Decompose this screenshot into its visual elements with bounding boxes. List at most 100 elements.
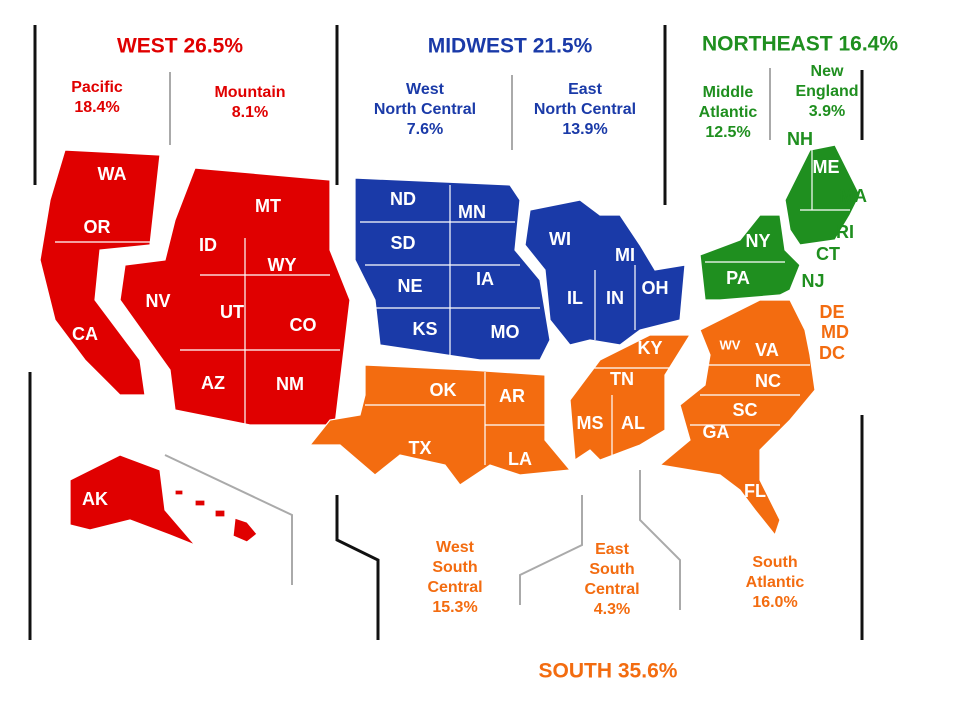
alaska-shape	[69, 454, 196, 546]
state-label: CT	[816, 244, 840, 264]
state-label: MA	[839, 186, 867, 206]
division-line: Atlantic	[746, 574, 805, 591]
state-label: NM	[276, 374, 304, 394]
state-label: DE	[819, 302, 844, 322]
state-label: UT	[220, 302, 244, 322]
region-title: WEST 26.5%	[117, 35, 243, 58]
state-label: SD	[390, 233, 415, 253]
division-line: Middle	[703, 84, 754, 101]
dividers	[28, 25, 864, 640]
state-label: TX	[408, 438, 431, 458]
east-south-central-shape	[569, 334, 692, 462]
division-line: Mountain	[214, 84, 285, 101]
state-label: DC	[819, 343, 845, 363]
division-label: East South Central 4.3%	[584, 541, 639, 618]
state-label: SC	[732, 400, 757, 420]
east-north-central-shape	[524, 199, 686, 346]
state-label: ME	[813, 157, 840, 177]
state-label: MN	[458, 202, 486, 222]
division-label: West North Central 7.6%	[374, 81, 476, 138]
state-label: HI	[206, 519, 224, 539]
division-line: England	[795, 83, 858, 100]
division-label: South Atlantic 16.0%	[746, 554, 805, 611]
state-label: NE	[397, 276, 422, 296]
state-label: MT	[255, 196, 281, 216]
state-label: MS	[577, 413, 604, 433]
division-line: 15.3%	[432, 599, 477, 616]
region-title: NORTHEAST 16.4%	[702, 33, 898, 56]
state-label: OR	[84, 217, 111, 237]
division-line: New	[811, 63, 844, 80]
division-line: West	[436, 539, 475, 556]
division-line: Central	[584, 581, 639, 598]
division-line: North Central	[534, 101, 636, 118]
division-line: South	[752, 554, 797, 571]
division-line: North Central	[374, 101, 476, 118]
division-line: 7.6%	[407, 121, 443, 138]
division-label: Middle Atlantic 12.5%	[699, 84, 758, 141]
hawaii-shape	[174, 489, 258, 543]
division-line: South	[432, 559, 477, 576]
division-line: 3.9%	[809, 103, 845, 120]
state-label: GA	[703, 422, 730, 442]
division-label: West South Central 15.3%	[427, 539, 482, 616]
state-label: IA	[476, 269, 494, 289]
state-label: VA	[755, 340, 779, 360]
mountain-shape	[119, 167, 351, 426]
division-label: Mountain 8.1%	[214, 84, 285, 121]
west-south-central-shape	[308, 364, 572, 486]
division-label: East North Central 13.9%	[534, 81, 636, 138]
state-label: KS	[412, 319, 437, 339]
state-shapes	[39, 144, 861, 546]
state-label: IL	[567, 288, 583, 308]
pacific-shape	[39, 149, 161, 396]
state-label: NC	[755, 371, 781, 391]
division-line: 12.5%	[705, 124, 750, 141]
state-label: CA	[72, 324, 98, 344]
division-line: 16.0%	[752, 594, 797, 611]
south-atlantic-shape	[658, 299, 816, 537]
state-label: MO	[491, 322, 520, 342]
state-label: OK	[430, 380, 457, 400]
state-label: FL	[744, 481, 766, 501]
division-line: East	[568, 81, 602, 98]
state-label: WA	[98, 164, 127, 184]
state-label: WV	[720, 337, 741, 352]
state-label: WI	[549, 229, 571, 249]
division-label: Pacific 18.4%	[71, 79, 123, 116]
state-label: AK	[82, 489, 108, 509]
west-north-central-shape	[354, 177, 551, 361]
state-label: AZ	[201, 373, 225, 393]
division-line: South	[589, 561, 634, 578]
division-line: Atlantic	[699, 104, 758, 121]
state-label: CO	[290, 315, 317, 335]
state-label: NV	[145, 291, 170, 311]
state-label: AL	[621, 413, 645, 433]
division-line: West	[406, 81, 445, 98]
region-title: MIDWEST 21.5%	[428, 35, 593, 58]
state-label: NH	[787, 129, 813, 149]
state-label: ID	[199, 235, 217, 255]
state-label: VT	[775, 149, 798, 169]
state-label: RI	[836, 222, 854, 242]
middle-atlantic-shape	[699, 214, 801, 301]
region-title: SOUTH 35.6%	[539, 660, 678, 683]
division-label: New England 3.9%	[795, 63, 858, 120]
state-label: PA	[726, 268, 750, 288]
state-label: WY	[268, 255, 297, 275]
division-line: Pacific	[71, 79, 123, 96]
labels: WEST 26.5% Pacific 18.4% Mountain 8.1% WA OR CA…	[71, 33, 898, 683]
division-line: East	[595, 541, 629, 558]
state-label: NJ	[801, 271, 824, 291]
state-label: MD	[821, 322, 849, 342]
new-england-shape	[784, 144, 861, 246]
state-label: NY	[745, 231, 770, 251]
division-line: 4.3%	[594, 601, 630, 618]
state-label: MI	[615, 245, 635, 265]
division-line: 18.4%	[74, 99, 119, 116]
division-line: 8.1%	[232, 104, 268, 121]
state-label: ND	[390, 189, 416, 209]
state-label: OH	[642, 278, 669, 298]
division-line: Central	[427, 579, 482, 596]
